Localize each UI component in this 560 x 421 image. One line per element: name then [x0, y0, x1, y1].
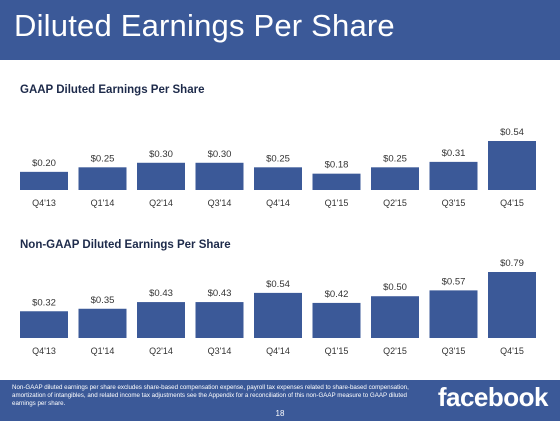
- gaap-category-label-8: Q4'15: [500, 198, 524, 208]
- gaap-bar-5: [312, 173, 361, 190]
- gaap-value-label-2: $0.30: [149, 149, 173, 160]
- nongaap-value-label-3: $0.43: [208, 288, 232, 299]
- gaap-value-label-3: $0.30: [208, 149, 232, 160]
- nongaap-category-label-6: Q2'15: [383, 346, 407, 356]
- gaap-bar-4: [254, 167, 302, 190]
- footer-bar: Non-GAAP diluted earnings per share excl…: [0, 380, 560, 421]
- gaap-value-label-1: $0.25: [91, 153, 115, 164]
- nongaap-category-label-3: Q3'14: [208, 346, 232, 356]
- gaap-bar-8: [488, 141, 536, 190]
- nongaap-value-label-6: $0.50: [383, 282, 407, 293]
- gaap-value-label-6: $0.25: [383, 153, 407, 164]
- nongaap-value-label-2: $0.43: [149, 288, 173, 299]
- nongaap-value-label-8: $0.79: [500, 258, 524, 269]
- nongaap-category-label-2: Q2'14: [149, 346, 173, 356]
- title-bar: Diluted Earnings Per Share: [0, 0, 560, 60]
- nongaap-category-label-7: Q3'15: [442, 346, 466, 356]
- gaap-bar-7: [429, 161, 478, 190]
- gaap-chart-title: GAAP Diluted Earnings Per Share: [20, 84, 205, 96]
- gaap-category-label-6: Q2'15: [383, 198, 407, 208]
- nongaap-value-label-0: $0.32: [32, 297, 56, 308]
- gaap-bar-0: [20, 171, 68, 190]
- nongaap-bar-5: [312, 302, 361, 338]
- nongaap-category-label-0: Q4'13: [32, 346, 56, 356]
- gaap-bar-2: [137, 162, 185, 190]
- gaap-value-label-4: $0.25: [266, 153, 290, 164]
- nongaap-bar-8: [488, 272, 536, 338]
- gaap-value-label-5: $0.18: [325, 160, 349, 171]
- gaap-bar-6: [371, 167, 419, 190]
- gaap-value-label-8: $0.54: [500, 127, 524, 138]
- nongaap-category-label-4: Q4'14: [266, 346, 290, 356]
- gaap-bar-3: [195, 162, 244, 190]
- nongaap-chart-title: Non-GAAP Diluted Earnings Per Share: [20, 239, 231, 251]
- gaap-category-label-0: Q4'13: [32, 198, 56, 208]
- nongaap-eps-chart: $0.32 Q4'13 $0.35 Q1'14 $0.43 Q2'14 $0.43 Q3'14…: [20, 258, 536, 356]
- gaap-eps-chart: $0.20 Q4'13 $0.25 Q1'14 $0.30 Q2'14 $0.30 Q3'14…: [20, 127, 536, 208]
- nongaap-value-label-7: $0.57: [442, 276, 466, 287]
- nongaap-value-label-1: $0.35: [91, 295, 115, 306]
- nongaap-bar-0: [20, 311, 68, 338]
- nongaap-category-label-8: Q4'15: [500, 346, 524, 356]
- nongaap-bar-1: [78, 308, 127, 338]
- gaap-value-label-0: $0.20: [32, 158, 56, 169]
- nongaap-bar-7: [429, 290, 478, 338]
- gaap-category-label-7: Q3'15: [442, 198, 466, 208]
- nongaap-bar-2: [137, 302, 185, 338]
- nongaap-value-label-5: $0.42: [325, 289, 349, 300]
- gaap-bar-1: [78, 167, 127, 190]
- gaap-category-label-2: Q2'14: [149, 198, 173, 208]
- nongaap-category-label-1: Q1'14: [91, 346, 115, 356]
- nongaap-value-label-4: $0.54: [266, 279, 290, 290]
- nongaap-bar-6: [371, 296, 419, 338]
- gaap-category-label-4: Q4'14: [266, 198, 290, 208]
- gaap-category-label-3: Q3'14: [208, 198, 232, 208]
- slide-title: Diluted Earnings Per Share: [14, 8, 395, 43]
- nongaap-bar-3: [195, 302, 244, 338]
- nongaap-category-label-5: Q1'15: [325, 346, 349, 356]
- gaap-value-label-7: $0.31: [442, 148, 466, 159]
- nongaap-bar-4: [254, 292, 302, 338]
- page-number: 18: [275, 409, 285, 418]
- gaap-category-label-5: Q1'15: [325, 198, 349, 208]
- footnote-text: Non-GAAP diluted earnings per share excl…: [12, 384, 409, 407]
- facebook-logo: facebook: [437, 382, 549, 412]
- gaap-category-label-1: Q1'14: [91, 198, 115, 208]
